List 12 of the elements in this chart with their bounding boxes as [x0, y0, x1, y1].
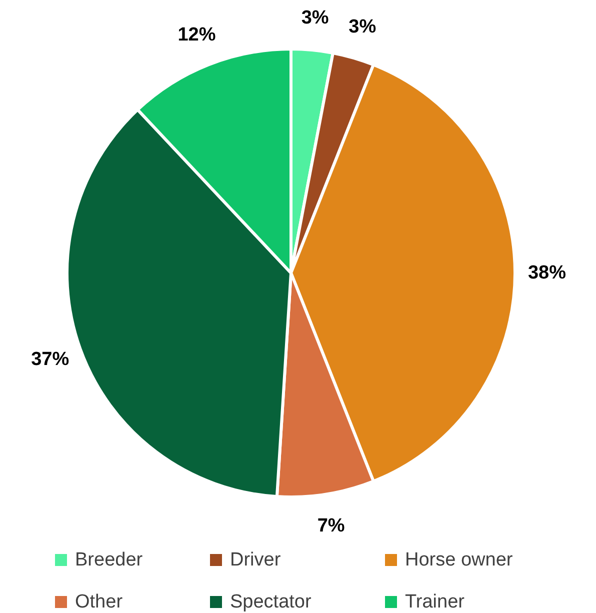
data-label: 37%	[31, 349, 70, 370]
data-label: 3%	[301, 8, 329, 29]
data-label: 38%	[528, 262, 566, 284]
data-label: 12%	[178, 24, 216, 46]
legend-label: Driver	[230, 550, 282, 570]
legend-label: Spectator	[230, 592, 312, 612]
data-label: 7%	[317, 515, 345, 536]
legend-label: Horse owner	[405, 550, 514, 570]
legend-label: Other	[75, 592, 124, 612]
legend-label: Trainer	[405, 592, 466, 612]
data-label: 3%	[348, 16, 376, 38]
legend-label: Breeder	[75, 550, 144, 570]
